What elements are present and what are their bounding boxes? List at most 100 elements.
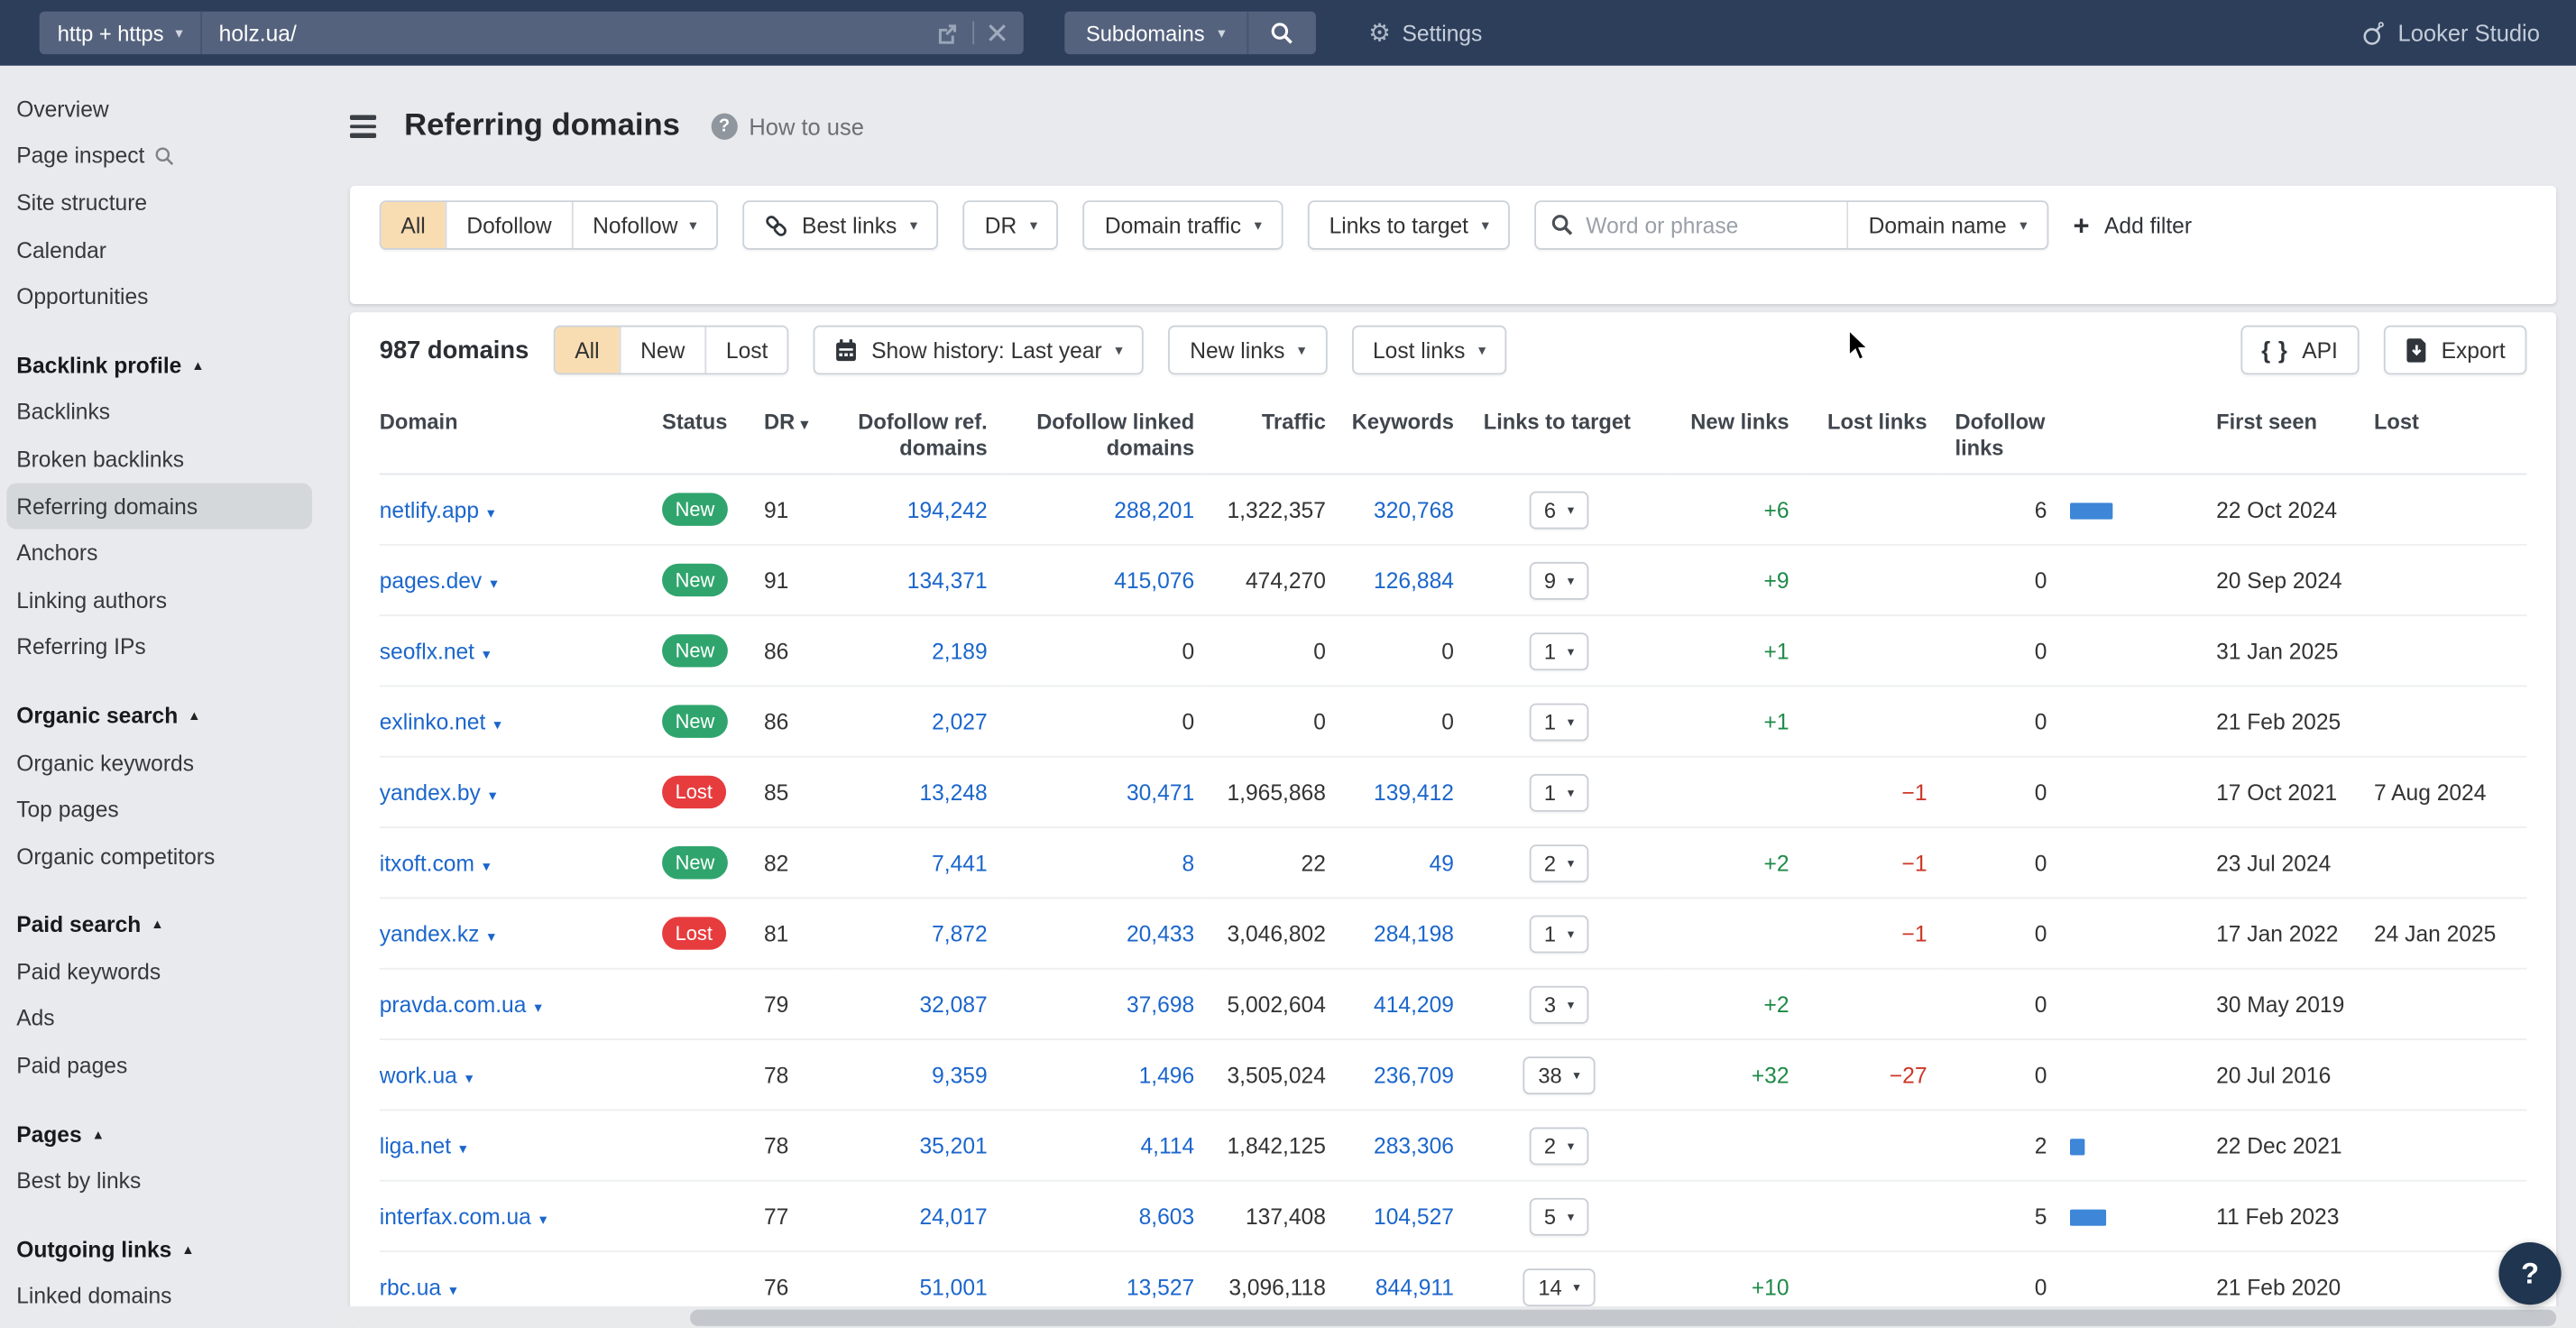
target-input[interactable]: holz.ua/: [202, 12, 1024, 54]
links-to-target-dropdown[interactable]: 2▾: [1530, 1127, 1589, 1165]
keywords-link[interactable]: 139,412: [1374, 779, 1454, 804]
sidebar-item-paid-keywords[interactable]: Paid keywords: [6, 948, 312, 995]
keywords-link[interactable]: 126,884: [1374, 567, 1454, 592]
domain-link[interactable]: itxoft.com: [380, 851, 474, 875]
follow-tab-dofollow[interactable]: Dofollow: [446, 202, 572, 248]
dofollow-ref-domains-link[interactable]: 51,001: [919, 1275, 987, 1299]
dofollow-ref-domains-link[interactable]: 32,087: [919, 991, 987, 1016]
keywords-link[interactable]: 236,709: [1374, 1063, 1454, 1087]
dofollow-ref-domains-link[interactable]: 134,371: [907, 567, 988, 592]
domain-link[interactable]: interfax.com.ua: [380, 1204, 531, 1228]
sidebar-section-outgoing-links[interactable]: Outgoing links▲: [6, 1226, 312, 1273]
api-button[interactable]: { } API: [2240, 326, 2360, 375]
links-to-target-dropdown[interactable]: 6▾: [1530, 491, 1589, 529]
scrollbar-thumb[interactable]: [690, 1309, 2556, 1325]
links-to-target-dropdown[interactable]: 3▾: [1530, 985, 1589, 1023]
column-header-lost[interactable]: Lost: [2374, 388, 2526, 475]
dofollow-ref-domains-link[interactable]: 7,441: [932, 851, 988, 875]
column-header-dofollow-linked-domains[interactable]: Dofollow linked domains: [1000, 388, 1208, 475]
search-button[interactable]: [1247, 12, 1315, 54]
dr-filter-dropdown[interactable]: DR▾: [963, 200, 1059, 250]
chevron-down-icon[interactable]: ▾: [487, 503, 494, 520]
follow-tab-nofollow[interactable]: Nofollow▾: [571, 202, 716, 248]
sidebar-section-paid-search[interactable]: Paid search▲: [6, 901, 312, 948]
column-header-dofollow-links[interactable]: Dofollow links: [1940, 388, 2134, 475]
dofollow-ref-domains-link[interactable]: 35,201: [919, 1133, 987, 1157]
dofollow-linked-domains-link[interactable]: 8: [1182, 851, 1194, 875]
menu-icon[interactable]: [350, 115, 376, 137]
keywords-link[interactable]: 49: [1430, 851, 1454, 875]
chevron-down-icon[interactable]: ▾: [459, 1139, 466, 1156]
domain-link[interactable]: pravda.com.ua: [380, 991, 527, 1016]
keywords-link[interactable]: 414,209: [1374, 991, 1454, 1016]
status-tab-lost[interactable]: Lost: [704, 327, 787, 373]
column-header-first-seen[interactable]: First seen: [2134, 388, 2374, 475]
subdomains-dropdown[interactable]: Subdomains ▾: [1064, 12, 1247, 54]
keywords-link[interactable]: 844,911: [1375, 1275, 1454, 1299]
dofollow-ref-domains-link[interactable]: 2,027: [932, 709, 988, 733]
domain-name-dropdown[interactable]: Domain name ▾: [1847, 202, 2047, 248]
column-header-lost-links[interactable]: Lost links: [1802, 388, 1940, 475]
sidebar-item-broken-backlinks[interactable]: Broken backlinks: [6, 436, 312, 483]
external-link-icon[interactable]: [935, 21, 960, 45]
settings-button[interactable]: ⚙ Settings: [1368, 0, 1482, 66]
dofollow-linked-domains-link[interactable]: 415,076: [1114, 567, 1194, 592]
column-header-traffic[interactable]: Traffic: [1208, 388, 1339, 475]
sidebar-item-organic-competitors[interactable]: Organic competitors: [6, 833, 312, 880]
keywords-link[interactable]: 320,768: [1374, 497, 1454, 521]
looker-studio-brand[interactable]: Looker Studio: [2360, 0, 2540, 66]
dofollow-linked-domains-link[interactable]: 37,698: [1127, 991, 1194, 1016]
dofollow-linked-domains-link[interactable]: 1,496: [1139, 1063, 1195, 1087]
sidebar-item-calendar[interactable]: Calendar: [6, 226, 312, 273]
links-to-target-dropdown[interactable]: 1▾: [1530, 703, 1589, 741]
column-header-status[interactable]: Status: [662, 388, 764, 475]
dofollow-ref-domains-link[interactable]: 194,242: [907, 497, 988, 521]
lost-links-dropdown[interactable]: Lost links ▾: [1351, 326, 1507, 375]
sidebar-section-pages[interactable]: Pages▲: [6, 1111, 312, 1157]
sidebar-item-site-structure[interactable]: Site structure: [6, 180, 312, 226]
column-header-new-links[interactable]: New links: [1664, 388, 1802, 475]
protocol-dropdown[interactable]: http + https ▾: [40, 12, 203, 54]
domain-traffic-filter-dropdown[interactable]: Domain traffic▾: [1083, 200, 1283, 250]
dofollow-ref-domains-link[interactable]: 2,189: [932, 639, 988, 663]
links-to-target-dropdown[interactable]: 1▾: [1530, 632, 1589, 669]
sidebar-item-anchors[interactable]: Anchors: [6, 530, 312, 576]
add-filter-button[interactable]: + Add filter: [2074, 200, 2193, 250]
domain-link[interactable]: pages.dev: [380, 567, 482, 592]
domain-link[interactable]: yandex.by: [380, 779, 481, 804]
dofollow-linked-domains-link[interactable]: 20,433: [1127, 921, 1194, 945]
chevron-down-icon[interactable]: ▾: [535, 999, 542, 1015]
show-history-dropdown[interactable]: Show history: Last year ▾: [814, 326, 1144, 375]
domain-link[interactable]: seoflx.net: [380, 639, 474, 663]
sidebar-item-ads[interactable]: Ads: [6, 995, 312, 1042]
sidebar-item-overview[interactable]: Overview: [6, 86, 312, 133]
follow-tab-all[interactable]: All: [382, 202, 446, 248]
sidebar-item-page-inspect[interactable]: Page inspect: [6, 133, 312, 180]
sidebar-item-best-by-links[interactable]: Best by links: [6, 1157, 312, 1204]
dofollow-ref-domains-link[interactable]: 24,017: [919, 1204, 987, 1228]
domain-link[interactable]: yandex.kz: [380, 921, 480, 945]
dofollow-linked-domains-link[interactable]: 8,603: [1139, 1204, 1195, 1228]
sidebar-section-organic-search[interactable]: Organic search▲: [6, 692, 312, 739]
chevron-down-icon[interactable]: ▾: [449, 1281, 456, 1297]
keywords-link[interactable]: 104,527: [1374, 1204, 1454, 1228]
column-header-dr[interactable]: DR ▾: [764, 388, 836, 475]
links-to-target-filter-dropdown[interactable]: Links to target▾: [1308, 200, 1511, 250]
export-button[interactable]: Export: [2384, 326, 2527, 375]
sidebar-item-paid-pages[interactable]: Paid pages: [6, 1042, 312, 1089]
links-to-target-dropdown[interactable]: 38▾: [1523, 1056, 1595, 1093]
chevron-down-icon[interactable]: ▾: [539, 1210, 547, 1226]
keywords-link[interactable]: 283,306: [1374, 1133, 1454, 1157]
chevron-down-icon[interactable]: ▾: [465, 1069, 473, 1085]
links-to-target-dropdown[interactable]: 1▾: [1530, 773, 1589, 811]
chevron-down-icon[interactable]: ▾: [483, 645, 490, 661]
word-or-phrase-input[interactable]: [1586, 213, 1832, 237]
links-to-target-dropdown[interactable]: 14▾: [1523, 1268, 1595, 1306]
sidebar-item-backlinks[interactable]: Backlinks: [6, 389, 312, 436]
domain-link[interactable]: netlify.app: [380, 497, 479, 521]
keywords-link[interactable]: 284,198: [1374, 921, 1454, 945]
sidebar-item-referring-domains[interactable]: Referring domains: [6, 483, 312, 530]
chevron-down-icon[interactable]: ▾: [493, 715, 501, 732]
sidebar-item-organic-keywords[interactable]: Organic keywords: [6, 739, 312, 786]
chevron-down-icon[interactable]: ▾: [488, 927, 495, 944]
